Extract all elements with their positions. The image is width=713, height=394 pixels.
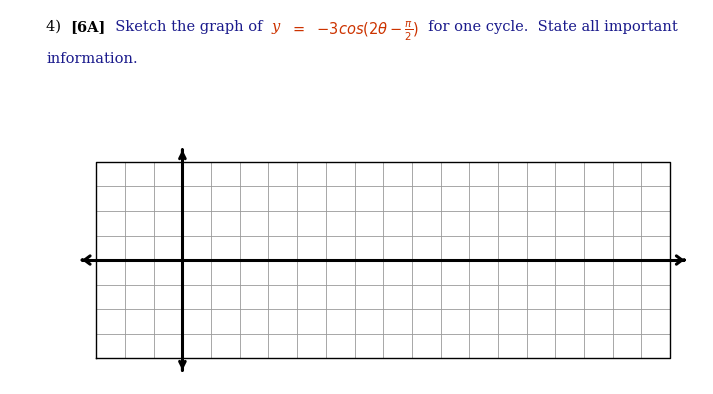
Text: information.: information. bbox=[46, 52, 138, 66]
Text: [6A]: [6A] bbox=[71, 20, 106, 34]
Text: for one cycle.  State all important: for one cycle. State all important bbox=[419, 20, 678, 34]
Text: 4): 4) bbox=[46, 20, 71, 34]
Text: y: y bbox=[272, 20, 280, 34]
Text: Sketch the graph of: Sketch the graph of bbox=[106, 20, 272, 34]
Text: $=$  $-3cos(2\theta - \frac{\pi}{2})$: $=$ $-3cos(2\theta - \frac{\pi}{2})$ bbox=[280, 20, 419, 43]
